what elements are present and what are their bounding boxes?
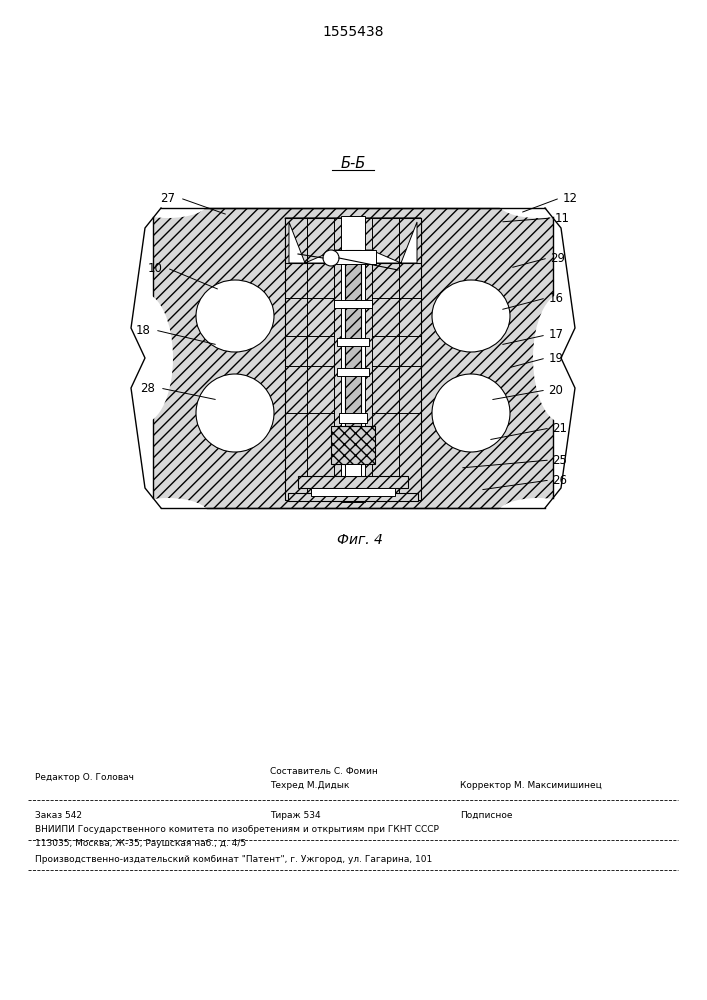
Ellipse shape [113,293,173,423]
Text: Б-Б: Б-Б [340,155,366,170]
Text: 27: 27 [160,192,175,205]
Text: Редактор О. Головач: Редактор О. Головач [35,774,134,782]
Text: 12: 12 [563,192,578,205]
Bar [311,488,395,496]
Bar [331,426,375,464]
Bar [339,413,367,423]
Text: Тираж 534: Тираж 534 [270,810,321,820]
Bar [285,218,421,500]
Text: Производственно-издательский комбинат "Патент", г. Ужгород, ул. Гагарина, 101: Производственно-издательский комбинат "П… [35,856,432,864]
Text: 113035, Москва, Ж-35, Раушская наб., д. 4/5: 113035, Москва, Ж-35, Раушская наб., д. … [35,838,246,848]
Circle shape [323,250,339,266]
Text: 19: 19 [549,352,563,364]
Ellipse shape [498,498,578,528]
Text: 21: 21 [552,422,568,434]
Bar [330,250,376,264]
Text: 1555438: 1555438 [322,25,384,39]
Text: 16: 16 [549,292,563,304]
Text: 28: 28 [141,381,156,394]
Ellipse shape [432,374,510,452]
Bar [345,250,361,466]
Polygon shape [285,218,421,263]
Ellipse shape [533,293,593,423]
Text: Подписное: Подписное [460,810,513,820]
Text: 18: 18 [136,324,151,336]
Text: 25: 25 [553,454,568,466]
Text: ВНИИПИ Государственного комитета по изобретениям и открытиям при ГКНТ СССР: ВНИИПИ Государственного комитета по изоб… [35,826,439,834]
Text: 11: 11 [554,212,570,225]
Text: 20: 20 [549,383,563,396]
Bar [337,368,369,376]
Ellipse shape [128,498,208,528]
Text: Заказ 542: Заказ 542 [35,810,82,820]
Bar [334,218,372,500]
Bar [288,493,418,501]
Bar [153,208,553,508]
Bar [335,448,371,456]
Text: Корректор М. Максимишинец: Корректор М. Максимишинец [460,782,602,790]
Text: Составитель С. Фомин: Составитель С. Фомин [270,768,378,776]
Bar [334,300,372,308]
Polygon shape [285,218,421,263]
Text: 10: 10 [148,261,163,274]
Ellipse shape [196,280,274,352]
Bar [337,338,369,346]
Text: 17: 17 [549,328,563,342]
Text: Фиг. 4: Фиг. 4 [337,533,383,547]
Bar [298,476,408,488]
Ellipse shape [498,188,578,218]
Ellipse shape [196,374,274,452]
Text: 29: 29 [551,251,566,264]
Text: Техред М.Дидык: Техред М.Дидык [270,782,349,790]
Text: 26: 26 [552,474,568,487]
Bar [345,464,361,476]
Ellipse shape [432,280,510,352]
Polygon shape [289,222,417,263]
Bar [341,216,365,502]
Ellipse shape [128,188,208,218]
